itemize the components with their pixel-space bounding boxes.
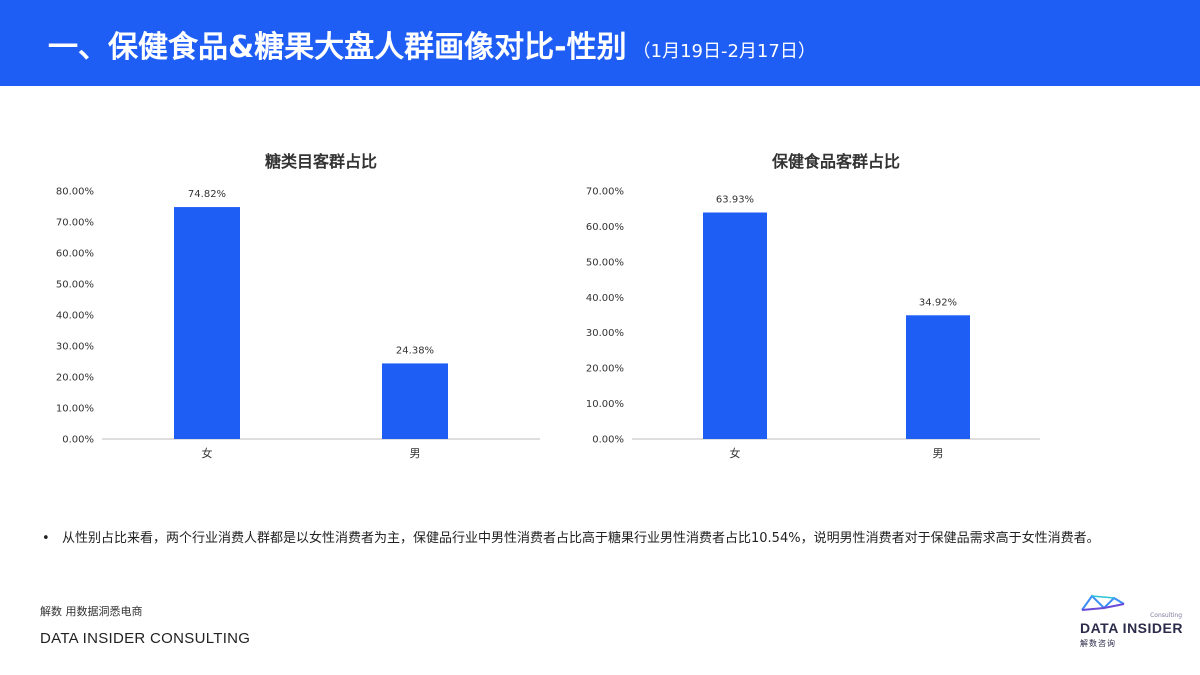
bar-男 <box>382 363 448 439</box>
y-tick-label: 0.00% <box>62 435 94 446</box>
bar-女 <box>703 212 767 439</box>
y-tick-label: 50.00% <box>56 280 94 291</box>
y-tick-label: 30.00% <box>56 342 94 353</box>
y-tick-label: 60.00% <box>56 249 94 260</box>
y-tick-label: 40.00% <box>586 293 624 304</box>
logo-consulting-text: Consulting <box>1150 612 1182 619</box>
data-label: 24.38% <box>396 345 434 356</box>
insight-paragraph: • 从性别占比来看，两个行业消费人群都是以女性消费者为主，保健品行业中男性消费者… <box>40 527 1160 551</box>
header-bar: 一、保健食品&糖果大盘人群画像对比-性别 （1月19日-2月17日） <box>0 0 1200 86</box>
data-insider-logo-icon <box>1081 594 1125 611</box>
logo-name: DATA INSIDER <box>1080 620 1183 636</box>
x-tick-label: 男 <box>410 447 421 460</box>
y-tick-label: 10.00% <box>586 399 624 410</box>
y-tick-label: 20.00% <box>56 373 94 384</box>
footer-company: DATA INSIDER CONSULTING <box>40 630 251 647</box>
y-tick-label: 70.00% <box>586 187 624 198</box>
logo-chinese-name: 解数咨询 <box>1080 639 1116 648</box>
y-tick-label: 60.00% <box>586 222 624 233</box>
y-tick-label: 80.00% <box>56 187 94 198</box>
y-tick-label: 50.00% <box>586 257 624 268</box>
date-range: （1月19日-2月17日） <box>632 41 816 62</box>
x-tick-label: 男 <box>933 447 944 460</box>
y-tick-label: 40.00% <box>56 311 94 322</box>
insight-text: 从性别占比来看，两个行业消费人群都是以女性消费者为主，保健品行业中男性消费者占比… <box>62 531 1100 546</box>
y-tick-label: 10.00% <box>56 404 94 415</box>
y-tick-label: 30.00% <box>586 328 624 339</box>
y-tick-label: 0.00% <box>592 435 624 446</box>
company-logo: Consulting DATA INSIDER 解数咨询 <box>1074 590 1184 650</box>
y-tick-label: 70.00% <box>56 218 94 229</box>
data-label: 34.92% <box>919 297 957 308</box>
bullet-point: • <box>42 531 50 546</box>
bar-男 <box>906 315 970 439</box>
footer-slogan: 解数 用数据洞悉电商 <box>40 605 143 618</box>
chart-title: 糖类目客群占比 <box>265 152 377 171</box>
x-tick-label: 女 <box>730 446 741 460</box>
data-label: 74.82% <box>188 189 226 200</box>
bar-女 <box>174 207 240 439</box>
candy-gender-chart: 糖类目客群占比 0.00% 10.00% 20.00% 30.00% 40.00% 50.0… <box>56 152 540 460</box>
data-label: 63.93% <box>716 195 754 206</box>
y-tick-label: 20.00% <box>586 364 624 375</box>
x-tick-label: 女 <box>202 446 213 460</box>
health-food-gender-chart: 保健食品客群占比 0.00% 10.00% 20.00% 30.00% 40.00% 50.… <box>586 152 1040 460</box>
page-title-text: 一、保健食品&糖果大盘人群画像对比-性别 <box>48 30 627 65</box>
page-title: 一、保健食品&糖果大盘人群画像对比-性别 （1月19日-2月17日） <box>48 22 816 66</box>
chart-title: 保健食品客群占比 <box>771 152 900 171</box>
